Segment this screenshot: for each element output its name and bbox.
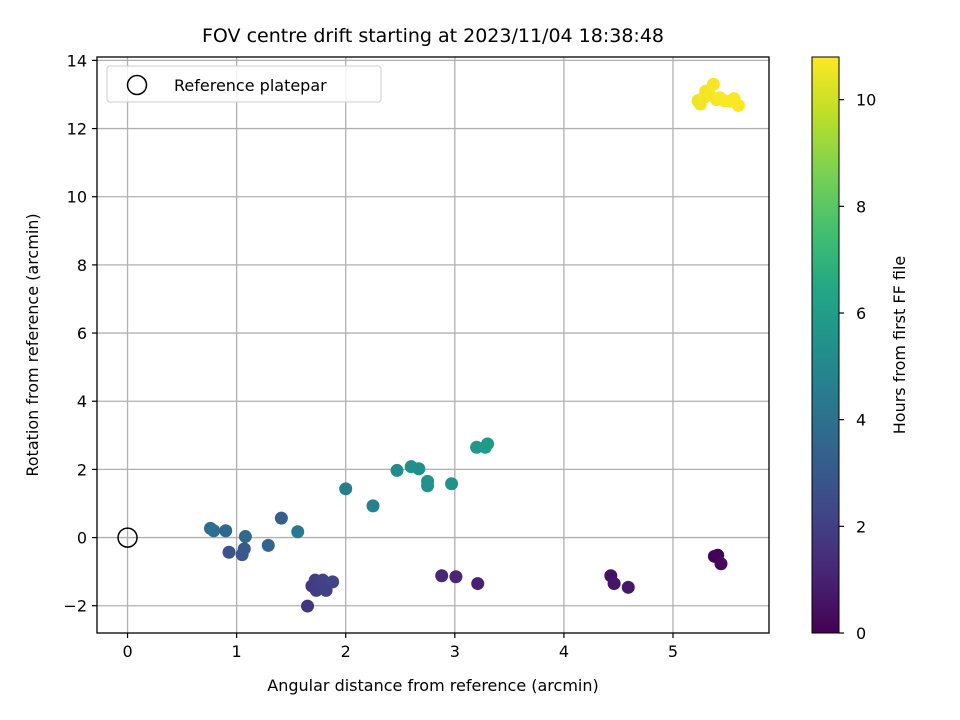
y-tick-label: 2 [77, 460, 87, 479]
y-tick-label: 8 [77, 256, 87, 275]
reference-marker [117, 527, 138, 548]
plot-frame [96, 56, 770, 634]
data-point [481, 437, 495, 451]
chart-title: FOV centre drift starting at 2023/11/04 … [202, 25, 664, 47]
x-tick-label: 3 [450, 642, 460, 661]
data-point [366, 499, 380, 513]
data-point [261, 538, 275, 552]
colorbar-tick-label: 10 [856, 91, 876, 110]
data-point [412, 462, 426, 476]
data-point [421, 474, 435, 488]
data-point [714, 557, 728, 571]
x-tick-label: 1 [232, 642, 242, 661]
x-tick-label: 0 [122, 642, 132, 661]
colorbar-tick-label: 2 [856, 517, 866, 536]
data-point [301, 599, 315, 613]
data-point [445, 477, 459, 491]
colorbar-ticks: 0 2 4 6 8 10 [839, 91, 876, 643]
y-tick-label: 12 [67, 120, 87, 139]
data-point [390, 463, 404, 477]
x-axis-ticks: 0 1 2 3 4 5 [122, 633, 678, 661]
colorbar-tick-label: 4 [856, 411, 866, 430]
data-point [449, 570, 463, 584]
x-axis-label: Angular distance from reference (arcmin) [267, 676, 598, 695]
colorbar-tick-label: 0 [856, 624, 866, 643]
legend-box [106, 65, 382, 103]
colorbar-label: Hours from first FF file [890, 256, 909, 435]
y-tick-label: 14 [67, 51, 87, 70]
y-tick-label: 4 [77, 392, 87, 411]
x-tick-label: 5 [668, 642, 678, 661]
data-point [435, 569, 449, 583]
data-point [471, 577, 485, 591]
data-point [339, 482, 353, 496]
data-point [274, 511, 288, 525]
data-point [621, 580, 635, 594]
data-point [731, 98, 745, 112]
data-point [219, 524, 233, 538]
y-axis-label: Rotation from reference (arcmin) [23, 213, 42, 476]
data-point [237, 542, 251, 556]
y-tick-label: 6 [77, 324, 87, 343]
data-point [607, 577, 621, 591]
data-point [316, 573, 330, 587]
x-tick-label: 4 [559, 642, 569, 661]
data-point [238, 530, 252, 544]
colorbar-tick-label: 8 [856, 197, 866, 216]
legend-entry-reference: Reference platepar [174, 76, 327, 95]
legend-marker [126, 74, 148, 96]
data-point [326, 575, 340, 589]
data-points [203, 77, 745, 613]
data-point [291, 525, 305, 539]
y-tick-label: 10 [67, 188, 87, 207]
data-point [706, 77, 720, 91]
colorbar-tick-label: 6 [856, 304, 866, 323]
x-tick-label: 2 [341, 642, 351, 661]
data-point [207, 524, 221, 538]
data-point [222, 545, 236, 559]
y-axis-ticks: −2 0 2 4 6 8 10 12 14 [63, 51, 97, 616]
y-tick-label: 0 [77, 529, 87, 548]
colorbar [811, 56, 840, 634]
legend: Reference platepar [106, 65, 382, 103]
grid [97, 57, 769, 633]
y-tick-label: −2 [63, 597, 87, 616]
